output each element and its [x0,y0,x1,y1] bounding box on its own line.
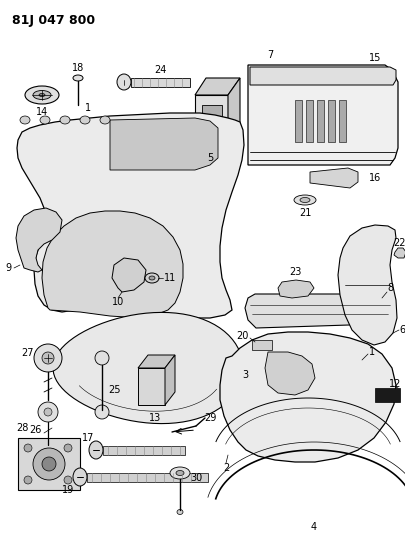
Polygon shape [103,446,185,455]
Text: 24: 24 [153,65,166,75]
Text: 21: 21 [298,208,310,218]
Ellipse shape [293,195,315,205]
Ellipse shape [33,91,51,100]
Text: 11: 11 [164,273,176,283]
Text: 25: 25 [109,385,121,395]
Bar [327,100,334,142]
Polygon shape [42,211,183,317]
Circle shape [42,352,54,364]
Text: 19: 19 [62,485,74,495]
Polygon shape [131,78,190,87]
Circle shape [64,476,72,484]
Circle shape [24,444,32,452]
Text: 23: 23 [288,267,301,277]
Text: 15: 15 [368,53,380,63]
Text: 5: 5 [207,153,213,163]
Text: 12: 12 [388,379,400,389]
Circle shape [24,476,32,484]
Text: 29: 29 [203,413,215,423]
Polygon shape [138,368,164,405]
Ellipse shape [89,441,103,459]
Circle shape [44,408,52,416]
Polygon shape [220,332,395,462]
Ellipse shape [170,467,190,479]
Polygon shape [87,473,207,482]
Text: 22: 22 [393,238,405,248]
Polygon shape [53,312,243,424]
Text: 13: 13 [149,413,161,423]
Text: 1: 1 [368,347,374,357]
Text: 17: 17 [82,433,94,443]
Polygon shape [112,258,146,292]
Text: 6: 6 [398,325,404,335]
Text: 14: 14 [36,107,48,117]
Bar [316,100,323,142]
Polygon shape [247,65,397,165]
Text: 10: 10 [112,297,124,307]
Ellipse shape [73,75,83,81]
Circle shape [42,457,56,471]
Polygon shape [194,78,239,95]
Circle shape [34,344,62,372]
Polygon shape [277,280,313,298]
Text: 1: 1 [85,103,91,113]
Text: 8: 8 [386,283,392,293]
Polygon shape [228,78,239,145]
Circle shape [95,405,109,419]
Ellipse shape [39,93,45,96]
Polygon shape [249,67,395,85]
Polygon shape [164,355,175,405]
Text: 28: 28 [16,423,28,433]
Circle shape [33,448,65,480]
Ellipse shape [177,510,183,514]
Ellipse shape [299,198,309,203]
Ellipse shape [60,116,70,124]
Ellipse shape [25,86,59,104]
Bar [294,100,301,142]
Text: 9: 9 [5,263,11,273]
Ellipse shape [149,276,155,280]
Ellipse shape [117,74,131,90]
Polygon shape [18,438,80,490]
Text: 16: 16 [368,173,380,183]
Polygon shape [138,355,175,368]
Polygon shape [16,208,62,272]
Circle shape [64,444,72,452]
Ellipse shape [20,116,30,124]
Ellipse shape [145,273,159,283]
Ellipse shape [73,468,87,486]
Ellipse shape [175,471,183,475]
Ellipse shape [100,116,110,124]
Text: 2: 2 [222,463,228,473]
Circle shape [95,351,109,365]
Text: 7: 7 [266,50,273,60]
Text: 26: 26 [29,425,41,435]
Polygon shape [244,294,393,328]
Text: 3: 3 [241,370,247,380]
Bar [305,100,312,142]
Bar [374,388,399,402]
Polygon shape [17,113,243,318]
Ellipse shape [40,116,50,124]
Text: 4: 4 [310,522,316,532]
Bar [252,340,271,350]
Polygon shape [309,168,357,188]
Bar [202,105,222,133]
Text: 30: 30 [190,473,202,483]
Polygon shape [393,248,405,258]
Bar [338,100,345,142]
Polygon shape [110,118,217,170]
Text: 20: 20 [235,331,247,341]
Ellipse shape [80,116,90,124]
Polygon shape [264,352,314,395]
Polygon shape [337,225,396,345]
Text: 18: 18 [72,63,84,73]
Polygon shape [194,95,228,145]
Text: 27: 27 [22,348,34,358]
Circle shape [38,402,58,422]
Text: 81J 047 800: 81J 047 800 [12,14,95,27]
